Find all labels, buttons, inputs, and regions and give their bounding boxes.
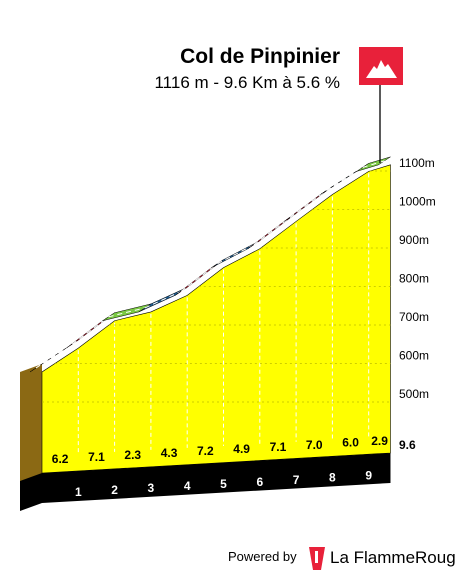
grade-stripe-dash-km-5 bbox=[180, 263, 218, 292]
grade-stripe-dash-km-9.6 bbox=[362, 160, 385, 168]
grade-label-km-4: 4.3 bbox=[161, 446, 178, 460]
grade-stripe-dash-km-1 bbox=[35, 343, 73, 369]
flamme-rouge-logo-icon bbox=[309, 547, 325, 570]
grade-label-km-7: 7.1 bbox=[270, 440, 287, 454]
y-tick-label-700: 700m bbox=[399, 310, 429, 324]
km-tick-label-3: 3 bbox=[148, 481, 155, 495]
km-tick-label-2: 2 bbox=[111, 483, 118, 497]
chart-subtitle: 1116 m - 9.6 Km à 5.6 % bbox=[154, 73, 340, 92]
grade-stripe-dash-km-6 bbox=[217, 244, 255, 265]
grade-label-km-5: 7.2 bbox=[197, 444, 214, 458]
grade-label-km-8: 7.0 bbox=[306, 438, 323, 452]
powered-by-text: Powered by bbox=[228, 549, 297, 564]
km-tick-label-7: 7 bbox=[293, 473, 300, 487]
y-tick-label-800: 800m bbox=[399, 272, 429, 286]
grade-stripe-dash-km-9 bbox=[326, 166, 363, 191]
grade-stripe-dash-km-3 bbox=[108, 307, 146, 318]
y-tick-label-1000: 1000m bbox=[399, 195, 436, 209]
km-tick-label-8: 8 bbox=[329, 471, 336, 485]
km-tick-label-6: 6 bbox=[256, 475, 263, 489]
brand-name: La FlammeRouge bbox=[330, 548, 455, 567]
profile-area bbox=[41, 164, 391, 474]
summit-flag-icon bbox=[359, 47, 403, 85]
chart-title: Col de Pinpinier bbox=[180, 45, 340, 68]
y-tick-label-1100: 1100m bbox=[399, 156, 435, 170]
grade-stripe-dash-km-4 bbox=[144, 290, 182, 309]
grade-label-km-3: 2.3 bbox=[124, 448, 141, 462]
grade-label-km-6: 4.9 bbox=[233, 442, 250, 456]
grade-stripe-dash-km-2 bbox=[71, 316, 109, 345]
profile-side-wall bbox=[20, 363, 42, 501]
km-tick-label-5: 5 bbox=[220, 477, 227, 491]
grade-label-km-1: 6.2 bbox=[52, 452, 69, 466]
y-tick-label-500: 500m bbox=[399, 387, 429, 401]
km-tick-label-9: 9 bbox=[365, 469, 372, 483]
km-tick-label-1: 1 bbox=[75, 485, 82, 499]
grade-label-km-9: 6.0 bbox=[342, 436, 359, 450]
distance-end-label: 9.6 bbox=[399, 438, 416, 452]
y-tick-label-900: 900m bbox=[399, 233, 429, 247]
km-tick-label-4: 4 bbox=[184, 479, 191, 493]
grade-label-km-2: 7.1 bbox=[88, 450, 105, 464]
grade-label-km-9.6: 2.9 bbox=[371, 434, 388, 448]
y-tick-label-600: 600m bbox=[399, 349, 429, 363]
grade-stripe-dash-km-8 bbox=[289, 190, 327, 218]
grade-stripe-dash-km-7 bbox=[253, 217, 291, 246]
profile-base-band bbox=[20, 453, 391, 511]
